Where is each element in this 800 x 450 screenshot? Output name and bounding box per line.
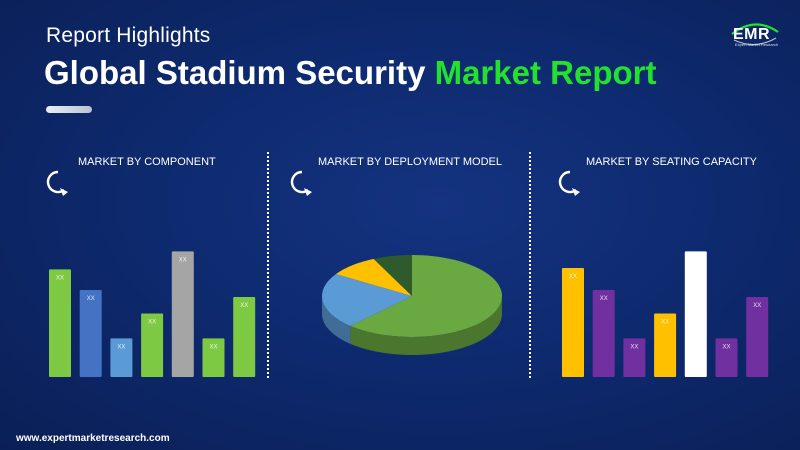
bar <box>623 338 646 377</box>
bar <box>684 251 707 377</box>
bar <box>141 313 164 377</box>
panel-title-deployment: MARKET BY DEPLOYMENT MODEL <box>318 156 502 168</box>
logo-tagline: Expert Market Research <box>735 42 779 47</box>
bar-data-label: XX <box>117 344 125 350</box>
pie-slice <box>336 258 412 296</box>
pie-side <box>322 296 351 344</box>
panel-title-seating: MARKET BY SEATING CAPACITY <box>586 156 757 168</box>
panel-title-component: MARKET BY COMPONENT <box>78 156 216 168</box>
bar <box>715 338 738 377</box>
bar-data-label: XX <box>630 344 638 350</box>
bar <box>171 251 194 377</box>
curved-arrow-icon <box>46 170 68 196</box>
bar-data-label: XX <box>87 296 95 302</box>
panel-divider <box>267 152 269 378</box>
bar-data-label: XX <box>692 257 700 263</box>
pie-side <box>350 296 502 355</box>
curved-arrow-icon <box>558 170 580 196</box>
bar-data-label: XX <box>148 320 156 326</box>
logo-text: EMR <box>733 26 771 43</box>
bar-data-label: XX <box>240 303 248 309</box>
bar-data-label: XX <box>56 275 64 281</box>
bar <box>110 338 133 377</box>
footer-website: www.expertmarketresearch.com <box>16 433 170 444</box>
bar <box>79 290 102 377</box>
bar <box>562 267 584 377</box>
bar <box>233 296 256 377</box>
bar-data-label: XX <box>209 344 217 350</box>
title-accent: Market Report <box>434 54 657 91</box>
bar-data-label: XX <box>661 320 669 326</box>
pie-slice <box>322 274 412 326</box>
pie-slice <box>373 255 412 296</box>
bar <box>202 338 225 377</box>
title-underline <box>46 106 92 113</box>
bar <box>654 313 677 377</box>
bar <box>592 290 615 377</box>
bar-data-label: XX <box>722 344 730 350</box>
pie-slice <box>350 255 503 337</box>
curved-arrow-icon <box>290 170 312 196</box>
bar-data-label: XX <box>179 257 187 263</box>
panel-divider <box>529 152 531 378</box>
page-title: Global Stadium Security Market Report <box>44 54 656 92</box>
bar <box>49 269 71 377</box>
bar <box>746 296 769 377</box>
bar-data-label: XX <box>569 274 577 280</box>
bar-data-label: XX <box>753 303 761 309</box>
globe-logo-icon <box>731 23 779 46</box>
title-main: Global Stadium Security <box>44 54 426 91</box>
bar-data-label: XX <box>600 296 608 302</box>
report-subtitle: Report Highlights <box>46 24 211 47</box>
